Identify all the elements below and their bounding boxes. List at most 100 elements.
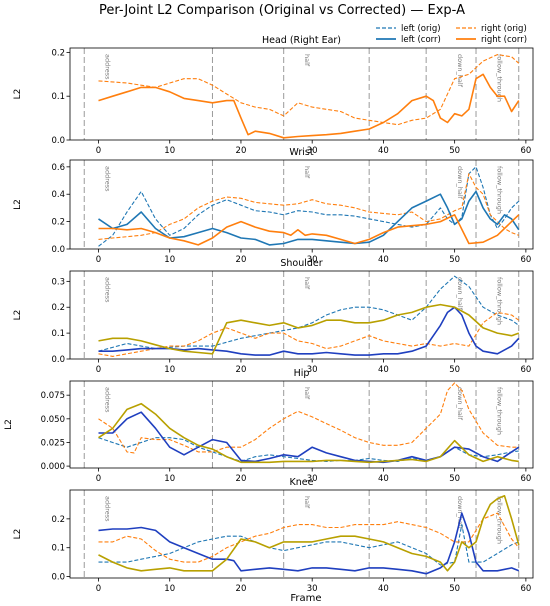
series-line-right-orig xyxy=(98,173,519,240)
event-label: down_half xyxy=(456,496,464,530)
series-line-right-corr xyxy=(98,303,520,355)
series-line-left-orig xyxy=(98,524,520,566)
y-tick-label: 0.2 xyxy=(51,218,65,228)
x-tick-label: 10 xyxy=(164,474,175,484)
y-tick-label: 0.1 xyxy=(51,92,65,102)
panel-title: Hip xyxy=(294,368,310,379)
x-tick-label: 20 xyxy=(236,255,247,265)
series-line-right-corr xyxy=(98,214,520,246)
y-tick-label: 0.2 xyxy=(51,515,65,525)
x-tick-label: 60 xyxy=(520,255,531,265)
y-tick-label: 0.0 xyxy=(51,136,65,146)
x-tick-label: 30 xyxy=(307,584,318,594)
event-label: address xyxy=(103,54,111,80)
event-label: address xyxy=(103,166,111,192)
event-label: follow_through xyxy=(495,277,503,325)
y-tick-label: 0.4 xyxy=(51,190,65,200)
series-line-left-corr xyxy=(98,190,520,246)
y-axis-label: L2 xyxy=(13,529,23,540)
x-tick-label: 20 xyxy=(236,474,247,484)
x-tick-label: 50 xyxy=(449,584,460,594)
x-tick-label: 10 xyxy=(164,365,175,375)
event-label: down_half xyxy=(456,387,464,421)
event-label: half xyxy=(303,496,311,509)
y-tick-label: 0.0 xyxy=(51,245,65,255)
y-axis-label: L2 xyxy=(13,89,23,100)
legend-label: right (corr) xyxy=(481,35,527,45)
x-tick-label: 0 xyxy=(96,584,101,594)
x-tick-label: 0 xyxy=(96,474,101,484)
y-axis-label: L2 xyxy=(13,310,23,321)
x-tick-label: 60 xyxy=(520,365,531,375)
y-tick-label: 0.2 xyxy=(51,303,65,313)
series-line-right-corr xyxy=(98,402,519,464)
x-tick-label: 50 xyxy=(449,365,460,375)
plot-frame xyxy=(69,47,534,141)
x-axis-label: Frame xyxy=(290,593,321,604)
x-tick-label: 20 xyxy=(236,146,247,156)
y-tick-label: 0.025 xyxy=(41,438,65,448)
y-tick-label: 0.0 xyxy=(51,573,65,583)
y-tick-label: 0.2 xyxy=(51,48,65,58)
panel-wrist: Wrist address half down_half follow_through 0… xyxy=(13,147,534,265)
x-tick-label: 60 xyxy=(520,146,531,156)
x-tick-label: 10 xyxy=(164,584,175,594)
series-line-left-corr xyxy=(98,512,520,575)
event-label: half xyxy=(303,277,311,290)
panel-shoulder: Shoulder address half down_half follow_throu… xyxy=(13,258,534,375)
panels: Head (Right Ear)address half down_half foll… xyxy=(4,35,534,594)
panel-head-right-ear: Head (Right Ear) address half down_half foll… xyxy=(13,35,534,156)
panel-title: Shoulder xyxy=(280,258,322,269)
x-tick-label: 0 xyxy=(96,255,101,265)
x-tick-label: 50 xyxy=(449,146,460,156)
series-line-left-orig xyxy=(98,166,520,247)
x-tick-label: 30 xyxy=(307,146,318,156)
x-tick-label: 50 xyxy=(449,474,460,484)
x-tick-label: 40 xyxy=(378,146,389,156)
x-tick-label: 40 xyxy=(378,365,389,375)
x-tick-label: 0 xyxy=(96,365,101,375)
series-line-left-corr xyxy=(98,411,520,464)
event-label: half xyxy=(303,387,311,400)
y-tick-label: 0.050 xyxy=(41,415,65,425)
series-line-right-corr xyxy=(98,495,520,572)
panel-hip: Hip address half down_half follow_through 0.0… xyxy=(4,368,534,484)
y-tick-label: 0.1 xyxy=(51,544,65,554)
y-tick-label: 0.3 xyxy=(51,277,65,287)
y-tick-label: 0.000 xyxy=(41,462,65,472)
series-line-right-corr xyxy=(98,73,520,139)
figure-title: Per-Joint L2 Comparison (Original vs Cor… xyxy=(99,3,465,18)
y-tick-label: 0.0 xyxy=(51,355,65,365)
x-tick-label: 40 xyxy=(378,584,389,594)
x-tick-label: 40 xyxy=(378,255,389,265)
panel-title: Wrist xyxy=(289,147,313,158)
event-label: address xyxy=(103,387,111,413)
plot-frame xyxy=(69,489,534,579)
series-line-left-orig xyxy=(98,275,520,352)
event-label: down_half xyxy=(456,166,464,200)
series-line-right-orig xyxy=(98,311,520,357)
plot-frame xyxy=(69,270,534,360)
event-label: follow_through xyxy=(495,166,503,214)
x-tick-label: 60 xyxy=(520,474,531,484)
x-tick-label: 50 xyxy=(449,255,460,265)
y-axis-label: L2 xyxy=(4,419,14,430)
panel-knee: Knee address half down_half follow_through 0.… xyxy=(13,477,534,594)
panel-title: Head (Right Ear) xyxy=(262,35,341,46)
series-line-left-corr xyxy=(98,306,520,356)
series-line-right-orig xyxy=(98,54,520,126)
x-tick-label: 30 xyxy=(307,255,318,265)
legend-label: right (orig) xyxy=(481,24,527,34)
plot-frame xyxy=(69,380,534,469)
x-tick-label: 20 xyxy=(236,365,247,375)
event-label: address xyxy=(103,277,111,303)
event-label: follow_through xyxy=(495,496,503,544)
legend-label: left (corr) xyxy=(401,35,441,45)
y-tick-label: 0.6 xyxy=(51,163,65,173)
x-tick-label: 0 xyxy=(96,146,101,156)
event-label: down_half xyxy=(456,277,464,311)
y-tick-label: 0.1 xyxy=(51,329,65,339)
y-tick-label: 0.075 xyxy=(41,391,65,401)
event-label: half xyxy=(303,54,311,67)
